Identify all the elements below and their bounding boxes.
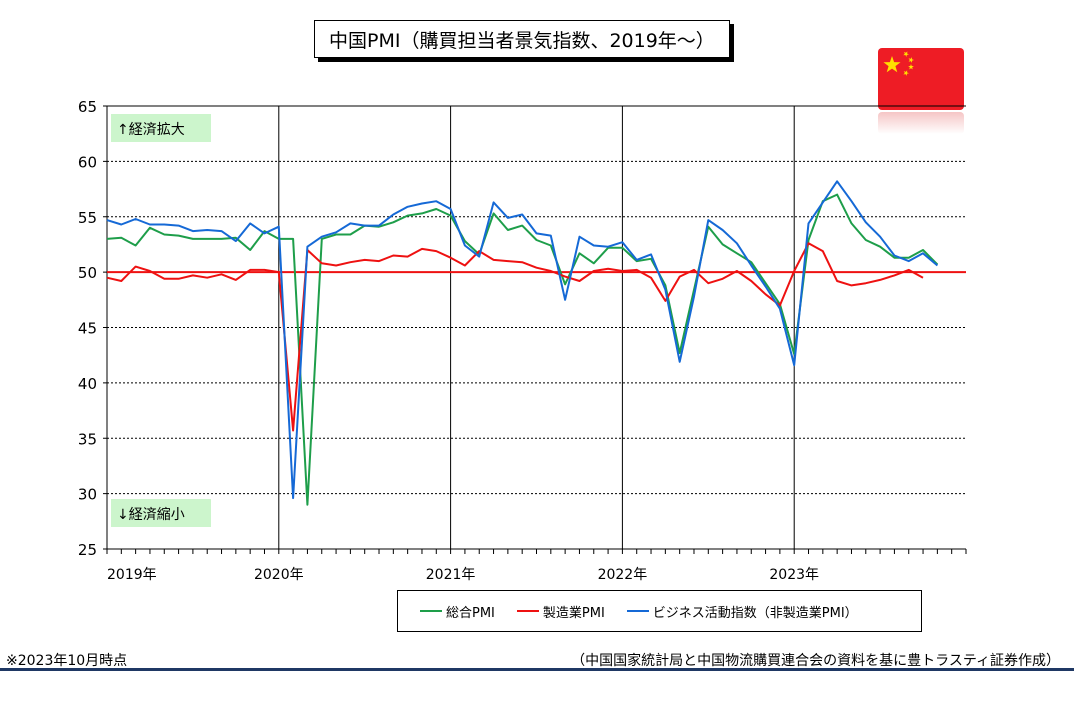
x-year-label: 2022年: [598, 567, 648, 583]
expansion-box: [111, 114, 211, 142]
footnote-source: （中国国家統計局と中国物流購買連合会の資料を基に豊トラスティ証券作成）: [571, 653, 1060, 669]
legend-item-nonmanufacturing: ビジネス活動指数（非製造業PMI）: [626, 602, 858, 621]
x-year-label: 2021年: [426, 567, 476, 583]
legend-label-nonmanufacturing: ビジネス活動指数（非製造業PMI）: [652, 605, 858, 621]
flag-large-star: [883, 56, 901, 73]
chart-legend: 総合PMI 製造業PMI ビジネス活動指数（非製造業PMI）: [397, 590, 922, 632]
y-tick-label: 45: [78, 320, 97, 338]
legend-swatch-nonmanufacturing: [626, 610, 649, 612]
legend-label-composite: 総合PMI: [446, 605, 495, 621]
legend-item-manufacturing: 製造業PMI: [516, 602, 605, 621]
china-flag-icon: [878, 48, 964, 110]
y-tick-label: 60: [78, 153, 97, 171]
legend-item-composite: 総合PMI: [420, 602, 495, 621]
y-tick-label: 30: [78, 486, 97, 504]
y-tick-label: 55: [78, 209, 97, 227]
y-tick-label: 50: [78, 264, 97, 282]
legend-swatch-manufacturing: [516, 610, 539, 612]
contraction-box: [111, 499, 211, 527]
china-flag-graphic: [878, 48, 964, 110]
y-tick-label: 40: [78, 375, 97, 393]
x-year-label: 2019年: [107, 567, 157, 583]
contraction-label: ↓経済縮小: [117, 507, 185, 523]
series-line-0: [106, 193, 939, 506]
flag-reflection: [878, 112, 964, 134]
flag-small-star: [908, 57, 914, 63]
chart-title: 中国PMI（購買担当者景気指数、2019年～）: [314, 20, 730, 58]
legend-swatch-composite: [420, 610, 442, 612]
x-year-label: 2020年: [254, 567, 304, 583]
expansion-label: ↑経済拡大: [117, 122, 185, 138]
flag-small-star: [903, 70, 909, 76]
y-tick-label: 65: [78, 98, 97, 116]
series-line-2: [106, 180, 939, 500]
flag-small-star: [908, 64, 914, 70]
y-tick-label: 35: [78, 430, 97, 448]
bottom-divider: [0, 668, 1074, 671]
legend-label-manufacturing: 製造業PMI: [542, 605, 605, 621]
x-year-label: 2023年: [769, 567, 819, 583]
footnote-date: ※2023年10月時点: [6, 653, 128, 669]
y-tick-label: 25: [78, 541, 97, 559]
flag-small-star: [903, 51, 909, 57]
series-line-1: [106, 242, 924, 432]
